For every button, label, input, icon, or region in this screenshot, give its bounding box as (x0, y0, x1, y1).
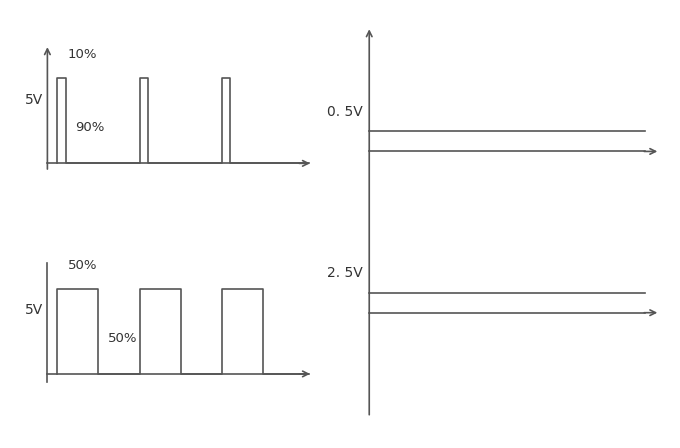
Text: 90%: 90% (75, 121, 105, 134)
Text: 50%: 50% (108, 332, 138, 345)
Text: 5V: 5V (25, 303, 44, 317)
Text: 10%: 10% (68, 48, 97, 61)
Text: 5V: 5V (25, 93, 44, 107)
Text: 50%: 50% (68, 258, 97, 271)
Text: 0. 5V: 0. 5V (327, 105, 363, 119)
Text: 2. 5V: 2. 5V (327, 267, 363, 280)
